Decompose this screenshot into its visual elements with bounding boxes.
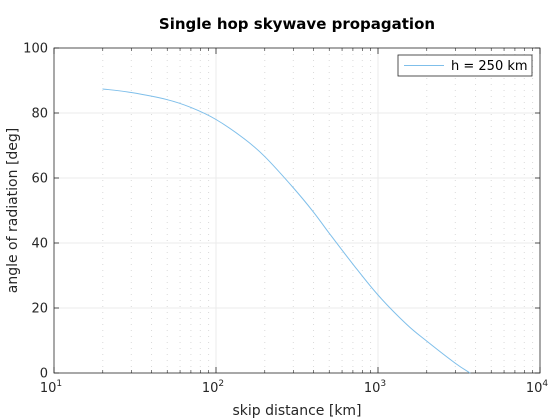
chart-title: Single hop skywave propagation [159, 15, 435, 33]
series-layer [102, 88, 471, 374]
x-tick-base: 10 [526, 381, 543, 396]
data-point [292, 187, 294, 189]
data-point [264, 156, 266, 157]
x-tick-exponent: 3 [380, 379, 386, 389]
data-point [469, 372, 471, 374]
x-tick-label: 101 [40, 379, 62, 396]
x-tick-exponent: 4 [542, 379, 548, 389]
y-tick-label: 100 [23, 42, 48, 57]
plot-frame [53, 47, 541, 374]
data-point [102, 88, 104, 90]
data-point [313, 211, 314, 213]
legend-box [397, 54, 533, 77]
y-tick-label: 40 [31, 237, 48, 252]
data-point [406, 323, 407, 325]
x-axis-label: skip distance [km] [232, 403, 361, 419]
x-tick-exponent: 1 [56, 379, 62, 389]
data-point [244, 138, 245, 140]
data-point [166, 99, 168, 101]
y-axis-label: angle of radiation [deg] [5, 128, 21, 294]
data-point [130, 92, 132, 93]
legend: h = 250 km [397, 54, 533, 77]
x-tick-label: 103 [364, 379, 386, 396]
data-point [328, 232, 330, 234]
x-tick-label: 104 [526, 379, 549, 396]
y-tick-label: 0 [40, 367, 48, 382]
x-tick-base: 10 [364, 381, 381, 396]
x-tick-label: 102 [202, 379, 224, 396]
y-tick-label: 80 [31, 107, 48, 122]
legend-label: h = 250 km [451, 59, 528, 74]
data-point [377, 294, 379, 296]
y-tick-label: 60 [31, 172, 48, 187]
data-point [215, 119, 217, 120]
data-point [426, 340, 428, 342]
data-point [352, 263, 354, 265]
x-tick-base: 10 [202, 381, 219, 396]
y-tick-label: 20 [31, 302, 48, 317]
series-line [102, 88, 471, 374]
x-tick-base: 10 [40, 381, 57, 396]
data-point [454, 362, 456, 364]
data-point [190, 107, 192, 108]
x-tick-exponent: 2 [218, 379, 224, 389]
grid [54, 48, 540, 373]
